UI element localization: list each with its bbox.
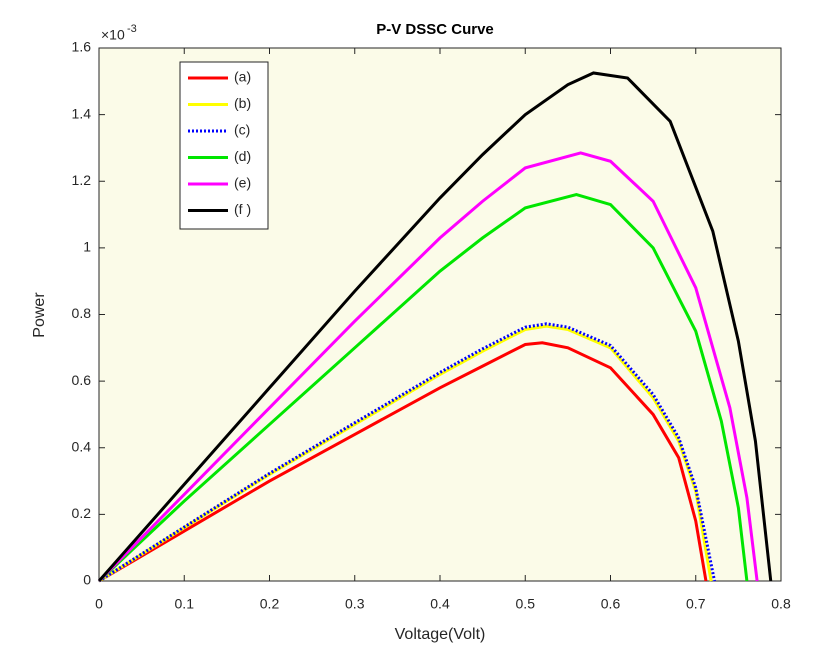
y-axis-label: Power (31, 292, 48, 338)
x-tick-label: 0.2 (260, 596, 280, 612)
x-tick-label: 0.8 (771, 596, 791, 612)
chart-title: P-V DSSC Curve (376, 21, 494, 38)
legend-label: (d) (234, 148, 251, 164)
y-tick-label: 0.2 (72, 505, 92, 521)
y-tick-label: 1.6 (72, 39, 92, 55)
series-line (97, 71, 773, 582)
y-tick-label: 1 (83, 239, 91, 255)
y-tick-label: 1.4 (72, 105, 92, 121)
y-tick-label: 0.4 (72, 438, 92, 454)
legend-box (179, 61, 269, 230)
x-tick-label: 0.1 (175, 596, 195, 612)
y-multiplier: ×10 (101, 27, 125, 43)
y-tick-label: 1.2 (72, 172, 92, 188)
legend-label: (f ) (234, 201, 251, 217)
series-line (98, 322, 716, 583)
x-tick-label: 0.4 (430, 596, 450, 612)
y-multiplier-exponent: -3 (127, 23, 137, 35)
x-axis-label: Voltage(Volt) (395, 626, 486, 643)
x-tick-label: 0.5 (516, 596, 536, 612)
y-tick-label: 0.6 (72, 372, 92, 388)
series-line (98, 341, 708, 583)
legend-label: (e) (234, 175, 251, 191)
legend-label: (b) (234, 95, 251, 111)
x-tick-label: 0.3 (345, 596, 365, 612)
series-line (97, 151, 759, 583)
x-tick-label: 0 (95, 596, 103, 612)
series-line (97, 193, 749, 583)
y-tick-label: 0 (83, 572, 91, 588)
x-tick-label: 0.6 (601, 596, 621, 612)
y-tick-label: 0.8 (72, 305, 92, 321)
legend-label: (a) (234, 69, 251, 85)
legend-label: (c) (234, 122, 250, 138)
x-tick-label: 0.7 (686, 596, 706, 612)
